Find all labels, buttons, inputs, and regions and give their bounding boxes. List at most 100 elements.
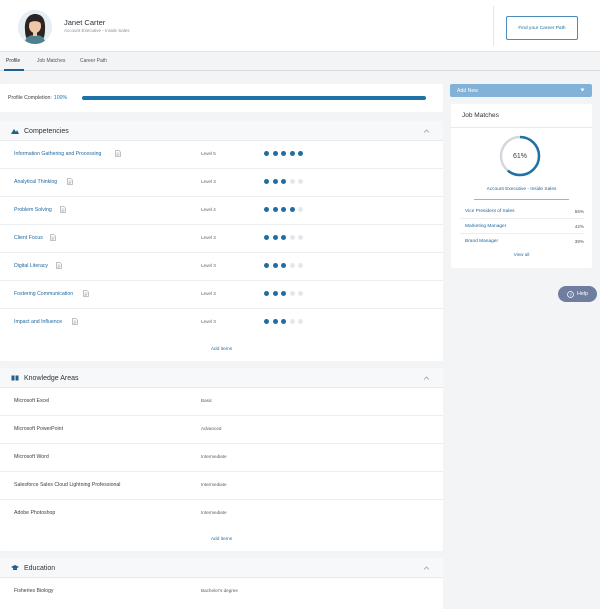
tab-job-matches[interactable]: Job Matches	[37, 58, 66, 64]
rating-dot	[272, 151, 278, 156]
knowledge-add-items-link[interactable]: Add items	[210, 537, 233, 542]
job-match-name-link[interactable]: Vice President of Sales	[465, 209, 515, 214]
rating-dot	[272, 291, 278, 296]
header-divider	[493, 6, 494, 46]
rating-dot	[272, 263, 278, 268]
competency-rating	[264, 263, 303, 268]
competency-row: Client Focus Level 3	[0, 225, 443, 253]
job-match-name-link[interactable]: Marketing Manager	[465, 224, 507, 229]
competency-name-link[interactable]: Fostering Communication	[14, 291, 74, 297]
rating-dot	[281, 263, 286, 268]
document-icon[interactable]	[67, 178, 73, 185]
rating-dot	[289, 235, 295, 240]
competency-row: Information Gathering and Processing Leve…	[0, 141, 443, 169]
profile-header: Janet Carter Account Executive - Inside …	[0, 0, 600, 52]
rating-dot	[272, 179, 278, 184]
knowledge-name: Microsoft Word	[14, 454, 49, 460]
rating-dot	[298, 151, 303, 156]
knowledge-row: Adobe Photoshop Intermediate	[0, 500, 443, 528]
document-icon[interactable]	[83, 290, 89, 297]
top-match-divider	[474, 199, 569, 200]
job-match-row: Marketing Manager 42%	[460, 221, 584, 234]
competencies-icon	[11, 129, 19, 134]
competency-row: Impact and Influence Level 3	[0, 309, 443, 337]
chevron-up-icon[interactable]	[423, 128, 430, 134]
competency-row: Digital Literacy Level 3	[0, 253, 443, 281]
document-icon[interactable]	[72, 318, 78, 325]
user-job-title: Account Executive - Inside Sales	[64, 28, 130, 33]
competency-level: Level 3	[201, 235, 216, 240]
help-label: Help	[576, 291, 589, 297]
education-header: Education	[0, 558, 443, 578]
job-matches-divider	[451, 127, 592, 128]
view-all-matches-link[interactable]: View all	[513, 252, 530, 257]
rating-dot	[281, 151, 286, 156]
match-percentage-gauge	[499, 135, 541, 177]
knowledge-level: Intermediate	[201, 510, 227, 515]
document-icon[interactable]	[56, 262, 62, 269]
completion-label-text: Profile Completion:	[8, 95, 52, 101]
rating-dot	[281, 291, 286, 296]
rating-dot	[289, 179, 295, 184]
knowledge-areas-title: Knowledge Areas	[24, 375, 79, 382]
education-degree: Bachelor's degree	[201, 588, 238, 593]
chevron-up-icon[interactable]	[423, 375, 430, 381]
knowledge-level: Basic	[201, 398, 213, 403]
document-icon[interactable]	[60, 206, 66, 213]
top-job-match-link[interactable]: Account Executive - Inside Sales	[486, 187, 557, 192]
profile-completion-label: Profile Completion: 100%	[8, 95, 67, 101]
rating-dot	[298, 319, 303, 324]
chevron-up-icon[interactable]	[423, 565, 430, 571]
tab-profile[interactable]: Profile	[6, 58, 21, 64]
competency-name-link[interactable]: Client Focus	[14, 235, 43, 241]
competencies-header: Competencies	[0, 121, 443, 141]
competency-rating	[264, 179, 303, 184]
knowledge-icon	[11, 375, 19, 381]
rating-dot	[298, 179, 303, 184]
job-match-name-link[interactable]: Brand Manager	[465, 239, 499, 244]
tab-career-path[interactable]: Career Path	[80, 58, 107, 64]
competency-rating	[264, 207, 303, 212]
education-card: Education Fisheries Biology Bachelor's de…	[0, 558, 443, 609]
competency-name-link[interactable]: Information Gathering and Processing	[14, 151, 102, 157]
competency-name-link[interactable]: Analytical Thinking	[14, 179, 58, 185]
profile-tabs: Profile Job Matches Career Path	[0, 53, 600, 71]
competency-level: Level 3	[201, 319, 216, 324]
knowledge-name: Microsoft Excel	[14, 398, 50, 404]
rating-dot	[298, 263, 303, 268]
knowledge-level: Advanced	[201, 426, 222, 431]
education-row: Fisheries Biology Bachelor's degree	[0, 578, 443, 606]
competency-rating	[264, 151, 303, 156]
rating-dot	[264, 263, 269, 268]
rating-dot	[264, 319, 269, 324]
rating-dot	[272, 235, 278, 240]
rating-dot	[298, 207, 303, 212]
job-match-percent: 42%	[574, 224, 584, 229]
job-matches-card: Job Matches 61% Account Executive - Insi…	[451, 104, 592, 268]
rating-dot	[281, 179, 286, 184]
knowledge-name: Adobe Photoshop	[14, 510, 56, 516]
competency-level: Level 3	[201, 179, 216, 184]
education-title: Education	[24, 565, 56, 572]
add-new-dropdown[interactable]: Add New	[450, 84, 592, 97]
rating-dot	[298, 235, 303, 240]
competency-rating	[264, 235, 303, 240]
rating-dot	[272, 319, 278, 324]
document-icon[interactable]	[115, 150, 121, 157]
competency-name-link[interactable]: Problem Solving	[14, 207, 52, 213]
rating-dot	[289, 263, 295, 268]
competency-rating	[264, 319, 303, 324]
competencies-add-items-link[interactable]: Add items	[210, 347, 233, 352]
rating-dot	[289, 319, 295, 324]
knowledge-row: Microsoft Word Intermediate	[0, 444, 443, 472]
rating-dot	[298, 291, 303, 296]
find-career-path-button[interactable]: Find your Career Path	[506, 16, 578, 40]
rating-dot	[289, 291, 295, 296]
profile-completion-card: Profile Completion: 100%	[0, 84, 443, 112]
job-match-row: Brand Manager 39%	[460, 236, 584, 249]
competency-name-link[interactable]: Digital Literacy	[14, 263, 49, 269]
competency-name-link[interactable]: Impact and Influence	[14, 319, 63, 325]
document-icon[interactable]	[50, 234, 56, 241]
knowledge-name: Salesforce Sales Cloud Lightning Profess…	[14, 482, 121, 488]
help-button[interactable]: ? Help	[558, 286, 597, 302]
